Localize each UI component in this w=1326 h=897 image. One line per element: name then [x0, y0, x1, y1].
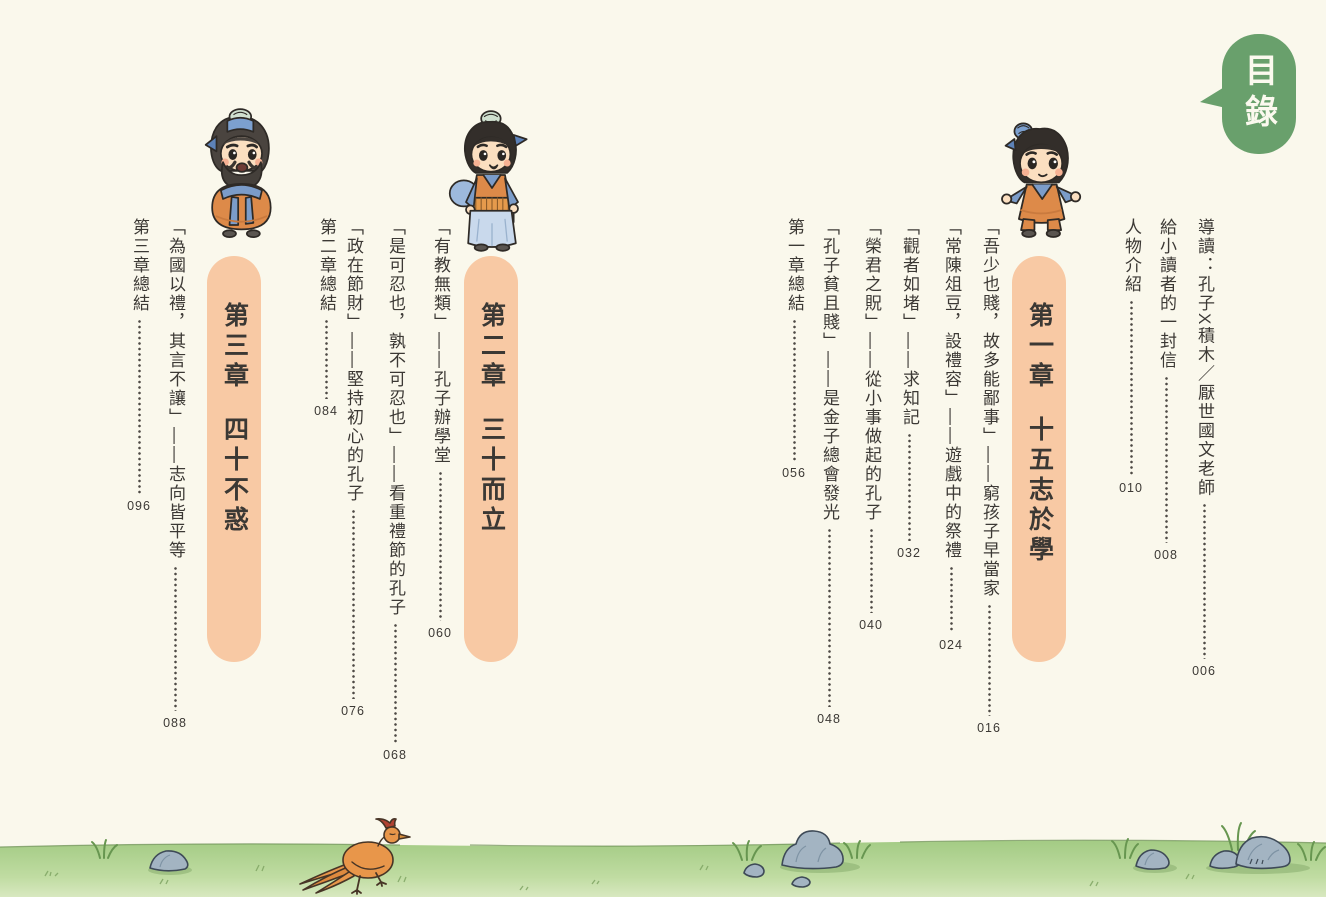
dotted-leader	[792, 320, 796, 461]
toc-entry: 第一章總結 056	[782, 218, 806, 480]
young-confucius-standing-illustration	[1001, 122, 1082, 238]
old-confucius-illustration	[204, 108, 272, 239]
bubble-tail	[1200, 86, 1226, 108]
dotted-leader	[987, 605, 991, 716]
toc-entry: 「有教無類」——孔子辦學堂 060	[428, 218, 452, 640]
chapter-3-title: 第三章四十不惑	[220, 302, 249, 536]
entry-title: 導讀：孔子X積木／厭世國文老師	[1195, 218, 1214, 498]
toc-entry-letter: 給小讀者的一封信 008	[1147, 218, 1185, 562]
page-number: 006	[1192, 664, 1216, 678]
dotted-leader	[438, 472, 442, 621]
dotted-leader	[869, 529, 873, 613]
toc-entry-intro: 導讀：孔子X積木／厭世國文老師 006	[1185, 218, 1223, 678]
chapter-3-bar: 第三章四十不惑	[207, 256, 261, 662]
toc-entry: 「為國以禮，其言不讓」——志向皆平等 088	[163, 218, 187, 730]
grass-ground-illustration	[0, 818, 1326, 897]
dotted-leader	[1202, 504, 1206, 659]
toc-bubble: 目錄	[1222, 34, 1296, 154]
toc-entry: 「觀者如堵」——求知記 032	[897, 218, 921, 560]
dotted-leader	[827, 529, 831, 707]
dotted-leader	[1129, 301, 1133, 476]
chapter-2-bar: 第二章三十而立	[464, 256, 518, 662]
toc-entry: 第三章總結 096	[127, 218, 151, 513]
pheasant-bird-illustration	[299, 818, 411, 895]
entry-title: 給小讀者的一封信	[1157, 218, 1176, 370]
dotted-leader	[173, 567, 177, 711]
dotted-leader	[137, 320, 141, 494]
chapter-1-bar: 第一章十五志於學	[1012, 256, 1066, 662]
dotted-leader	[351, 510, 355, 699]
grass-speckles	[44, 864, 1195, 891]
page-number: 010	[1119, 481, 1143, 495]
dotted-leader	[1164, 377, 1168, 543]
toc-entry: 「孔子貧且賤」——是金子總會發光 048	[817, 218, 841, 726]
toc-entry: 第二章總結 084	[314, 218, 338, 418]
toc-bubble-label: 目錄	[1240, 53, 1278, 135]
entry-title: 人物介紹	[1122, 218, 1141, 294]
young-confucius-reading-illustration	[448, 110, 528, 252]
dotted-leader	[907, 434, 911, 541]
toc-entry: 「常陳俎豆，設禮容」——遊戲中的祭禮 024	[939, 218, 963, 652]
dotted-leader	[949, 567, 953, 633]
toc-entry-characters: 人物介紹 010	[1112, 218, 1150, 495]
chapter-1-title: 第一章十五志於學	[1025, 302, 1054, 566]
toc-entry: 「政在節財」——堅持初心的孔子 076	[341, 218, 365, 718]
toc-entry: 「是可忍也，孰不可忍也」——看重禮節的孔子 068	[383, 218, 407, 762]
dotted-leader	[324, 320, 328, 399]
chapter-2-title: 第二章三十而立	[477, 302, 506, 536]
toc-entry: 「吾少也賤，故多能鄙事」——窮孩子早當家 016	[977, 218, 1001, 735]
toc-entry: 「榮君之貺」——從小事做起的孔子 040	[859, 218, 883, 632]
dotted-leader	[393, 624, 397, 743]
rocks	[148, 830, 1310, 888]
page-number: 008	[1154, 548, 1178, 562]
